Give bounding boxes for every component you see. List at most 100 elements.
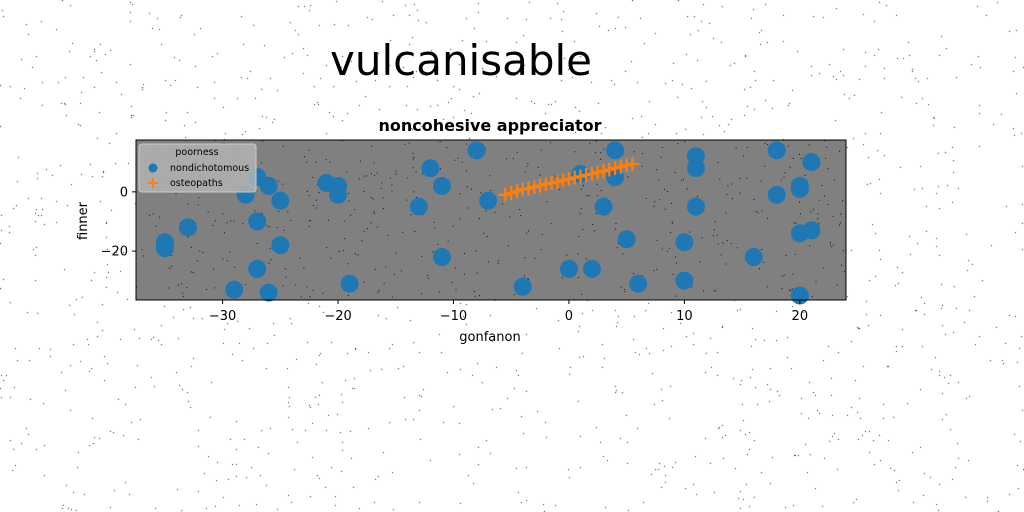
speckle-dot	[366, 175, 368, 177]
speckle-dot	[821, 185, 823, 186]
speckle-dot	[717, 243, 719, 245]
speckle-dot	[501, 203, 503, 205]
speckle-dot	[540, 149, 542, 151]
speckle-dot	[358, 178, 360, 180]
speckle-dot	[809, 245, 811, 247]
speckle-dot	[234, 266, 236, 268]
speckle-dot	[283, 229, 285, 231]
speckle-dot	[371, 197, 372, 199]
speckle-dot	[600, 190, 602, 191]
speckle-dot	[674, 256, 676, 258]
speckle-dot	[284, 268, 286, 270]
speckle-dot	[447, 240, 449, 242]
speckle-dot	[230, 220, 232, 222]
speckle-dot	[596, 183, 598, 185]
speckle-dot	[784, 172, 786, 174]
x-tick-label: −30	[209, 309, 236, 324]
speckle-dot	[825, 157, 827, 159]
speckle-dot	[394, 274, 395, 275]
speckle-dot	[372, 198, 374, 200]
speckle-dot	[842, 200, 843, 202]
speckle-dot	[583, 184, 584, 186]
speckle-dot	[400, 270, 402, 272]
legend-marker-osteopaths	[148, 178, 158, 188]
speckle-dot	[177, 284, 179, 286]
speckle-dot	[832, 215, 834, 217]
speckle-dot	[414, 231, 416, 232]
speckle-dot	[141, 249, 143, 251]
point-osteopaths	[509, 184, 524, 199]
speckle-dot	[214, 287, 216, 289]
speckle-dot	[790, 290, 792, 291]
speckle-dot	[727, 185, 729, 187]
speckle-dot	[415, 171, 417, 173]
speckle-dot	[519, 209, 521, 210]
point-osteopaths	[579, 167, 594, 182]
speckle-dot	[746, 177, 748, 179]
speckle-dot	[579, 213, 581, 215]
legend-label-osteopaths: osteopaths	[170, 178, 223, 189]
speckle-dot	[325, 159, 327, 161]
point-nondichotomous	[617, 230, 636, 249]
speckle-dot	[186, 287, 188, 289]
speckle-dot	[577, 277, 579, 279]
speckle-dot	[713, 290, 715, 292]
speckle-dot	[586, 195, 588, 196]
speckle-dot	[485, 210, 487, 212]
point-nondichotomous	[225, 280, 244, 299]
speckle-dot	[261, 212, 263, 214]
speckle-dot	[159, 216, 161, 218]
speckle-dot	[641, 274, 643, 276]
speckle-dot	[168, 287, 170, 289]
speckle-dot	[800, 213, 801, 215]
speckle-dot	[474, 291, 476, 293]
speckle-dot	[223, 232, 225, 234]
speckle-dot	[549, 142, 551, 144]
point-nondichotomous	[513, 277, 532, 296]
speckle-dot	[580, 188, 582, 190]
speckle-dot	[433, 221, 435, 223]
speckle-dot	[672, 274, 674, 276]
point-nondichotomous	[432, 248, 451, 267]
speckle-dot	[566, 254, 568, 256]
speckle-dot	[421, 255, 423, 257]
speckle-dot	[494, 211, 496, 213]
speckle-dot	[389, 177, 391, 179]
speckle-dot	[528, 230, 530, 232]
x-tick-label: −20	[324, 309, 351, 324]
speckle-dot	[792, 273, 794, 275]
point-nondichotomous	[767, 141, 786, 160]
speckle-dot	[617, 242, 619, 244]
speckle-dot	[592, 224, 593, 225]
speckle-dot	[233, 220, 235, 222]
speckle-dot	[661, 146, 663, 148]
speckle-dot	[149, 214, 151, 216]
speckle-dot	[380, 188, 382, 189]
speckle-dot	[714, 221, 716, 223]
speckle-dot	[716, 234, 718, 236]
speckle-dot	[670, 232, 671, 233]
speckle-dot	[764, 165, 766, 167]
speckle-dot	[421, 173, 423, 175]
speckle-dot	[406, 199, 408, 201]
speckle-dot	[207, 211, 209, 213]
speckle-dot	[793, 222, 795, 224]
speckle-dot	[303, 267, 305, 269]
speckle-dot	[171, 265, 173, 267]
speckle-dot	[182, 292, 184, 294]
speckle-dot	[312, 176, 314, 178]
speckle-dot	[326, 247, 328, 249]
speckle-dot	[818, 223, 820, 225]
speckle-dot	[675, 262, 677, 264]
speckle-dot	[785, 254, 787, 256]
speckle-dot	[780, 179, 782, 181]
point-nondichotomous	[259, 176, 278, 195]
speckle-dot	[656, 268, 658, 270]
speckle-dot	[262, 140, 264, 142]
point-osteopaths	[573, 169, 588, 184]
speckle-dot	[376, 226, 378, 228]
speckle-dot	[374, 268, 376, 270]
speckle-dot	[827, 204, 829, 205]
speckle-dot	[666, 250, 668, 252]
speckle-dot	[322, 292, 324, 294]
